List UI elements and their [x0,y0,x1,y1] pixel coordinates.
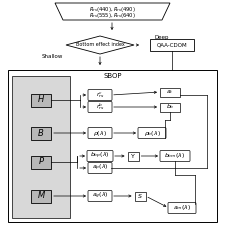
Text: $\rho(\lambda)$: $\rho(\lambda)$ [93,128,107,137]
Text: B: B [38,128,44,137]
FancyBboxPatch shape [138,128,166,139]
Text: $S$: $S$ [137,192,143,200]
Bar [12,76,70,218]
Bar [160,103,180,112]
Bar [135,191,146,200]
Text: $r_{rs}^b$: $r_{rs}^b$ [96,102,104,112]
Text: $a_g(\lambda)$: $a_g(\lambda)$ [92,191,108,201]
Text: H: H [38,95,44,104]
Bar [160,88,180,97]
Text: SBOP: SBOP [103,73,122,79]
Text: $\Upsilon$: $\Upsilon$ [130,152,136,160]
Bar [8,70,217,222]
Text: $a_t$: $a_t$ [166,88,174,96]
FancyBboxPatch shape [88,101,112,112]
Bar [31,126,51,140]
Text: $R_{rs}(440), R_{rs}(490)$: $R_{rs}(440), R_{rs}(490)$ [88,4,135,13]
Text: $R_{rs}(555), R_{rs}(640)$: $R_{rs}(555), R_{rs}(640)$ [88,11,135,20]
Text: M: M [37,191,45,200]
Text: $b_{bm}(\lambda)$: $b_{bm}(\lambda)$ [164,151,186,160]
Text: $b_{bp}(\lambda)$: $b_{bp}(\lambda)$ [90,151,110,161]
FancyBboxPatch shape [160,151,190,162]
Text: Shallow: Shallow [41,54,63,59]
FancyBboxPatch shape [87,151,113,162]
FancyBboxPatch shape [88,162,112,173]
Polygon shape [55,3,170,20]
FancyBboxPatch shape [88,191,112,202]
Text: $b_b$: $b_b$ [166,103,174,111]
FancyBboxPatch shape [168,202,196,214]
Text: $\rho_b(\lambda)$: $\rho_b(\lambda)$ [144,128,160,137]
Text: $r_{rs}^c$: $r_{rs}^c$ [96,90,104,100]
Bar [31,94,51,106]
Bar [150,39,194,51]
Text: $a_m(\lambda)$: $a_m(\lambda)$ [173,203,191,212]
Text: QAA-CDOM: QAA-CDOM [157,43,187,47]
Text: P: P [38,158,43,166]
Text: $a_p(\lambda)$: $a_p(\lambda)$ [92,163,108,173]
FancyBboxPatch shape [88,90,112,101]
Bar [31,189,51,202]
Polygon shape [66,36,134,54]
Text: Bottom effect index: Bottom effect index [76,43,124,47]
Bar [31,155,51,169]
Bar [128,151,139,160]
FancyBboxPatch shape [88,128,112,139]
Text: Deep: Deep [155,36,169,40]
